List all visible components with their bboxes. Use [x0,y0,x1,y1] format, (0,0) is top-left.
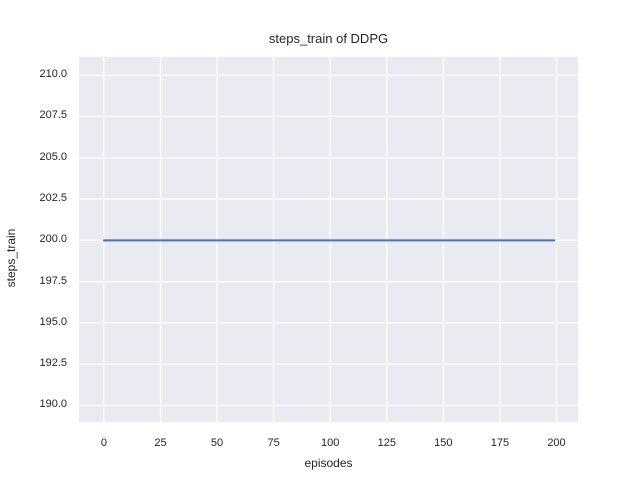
y-tick-label: 200.0 [39,233,67,246]
y-tick-label: 197.5 [39,274,67,287]
y-tick-label: 205.0 [39,150,67,163]
x-tick-label: 200 [547,437,566,449]
x-tick-label: 25 [154,437,167,449]
y-tick-label: 207.5 [39,109,67,122]
x-tick-label: 175 [490,437,510,449]
chart-title: steps_train of DDPG [268,31,389,46]
plot-canvas [79,57,578,422]
x-tick-label: 50 [210,437,224,449]
x-tick-label: 100 [321,437,340,449]
x-tick-label: 150 [434,437,453,449]
plot-area [79,57,578,422]
y-tick-label: 210.0 [39,68,67,81]
y-tick-label: 192.5 [39,357,67,370]
x-axis-label: episodes [304,456,353,470]
y-tick-label: 190.0 [39,398,67,411]
y-tick-label: 195.0 [39,315,67,328]
y-axis-label: steps_train [4,228,18,288]
x-tick-label: 75 [267,437,280,449]
y-tick-label: 202.5 [39,192,67,205]
x-tick-label: 0 [100,437,107,449]
x-tick-label: 125 [377,437,396,449]
